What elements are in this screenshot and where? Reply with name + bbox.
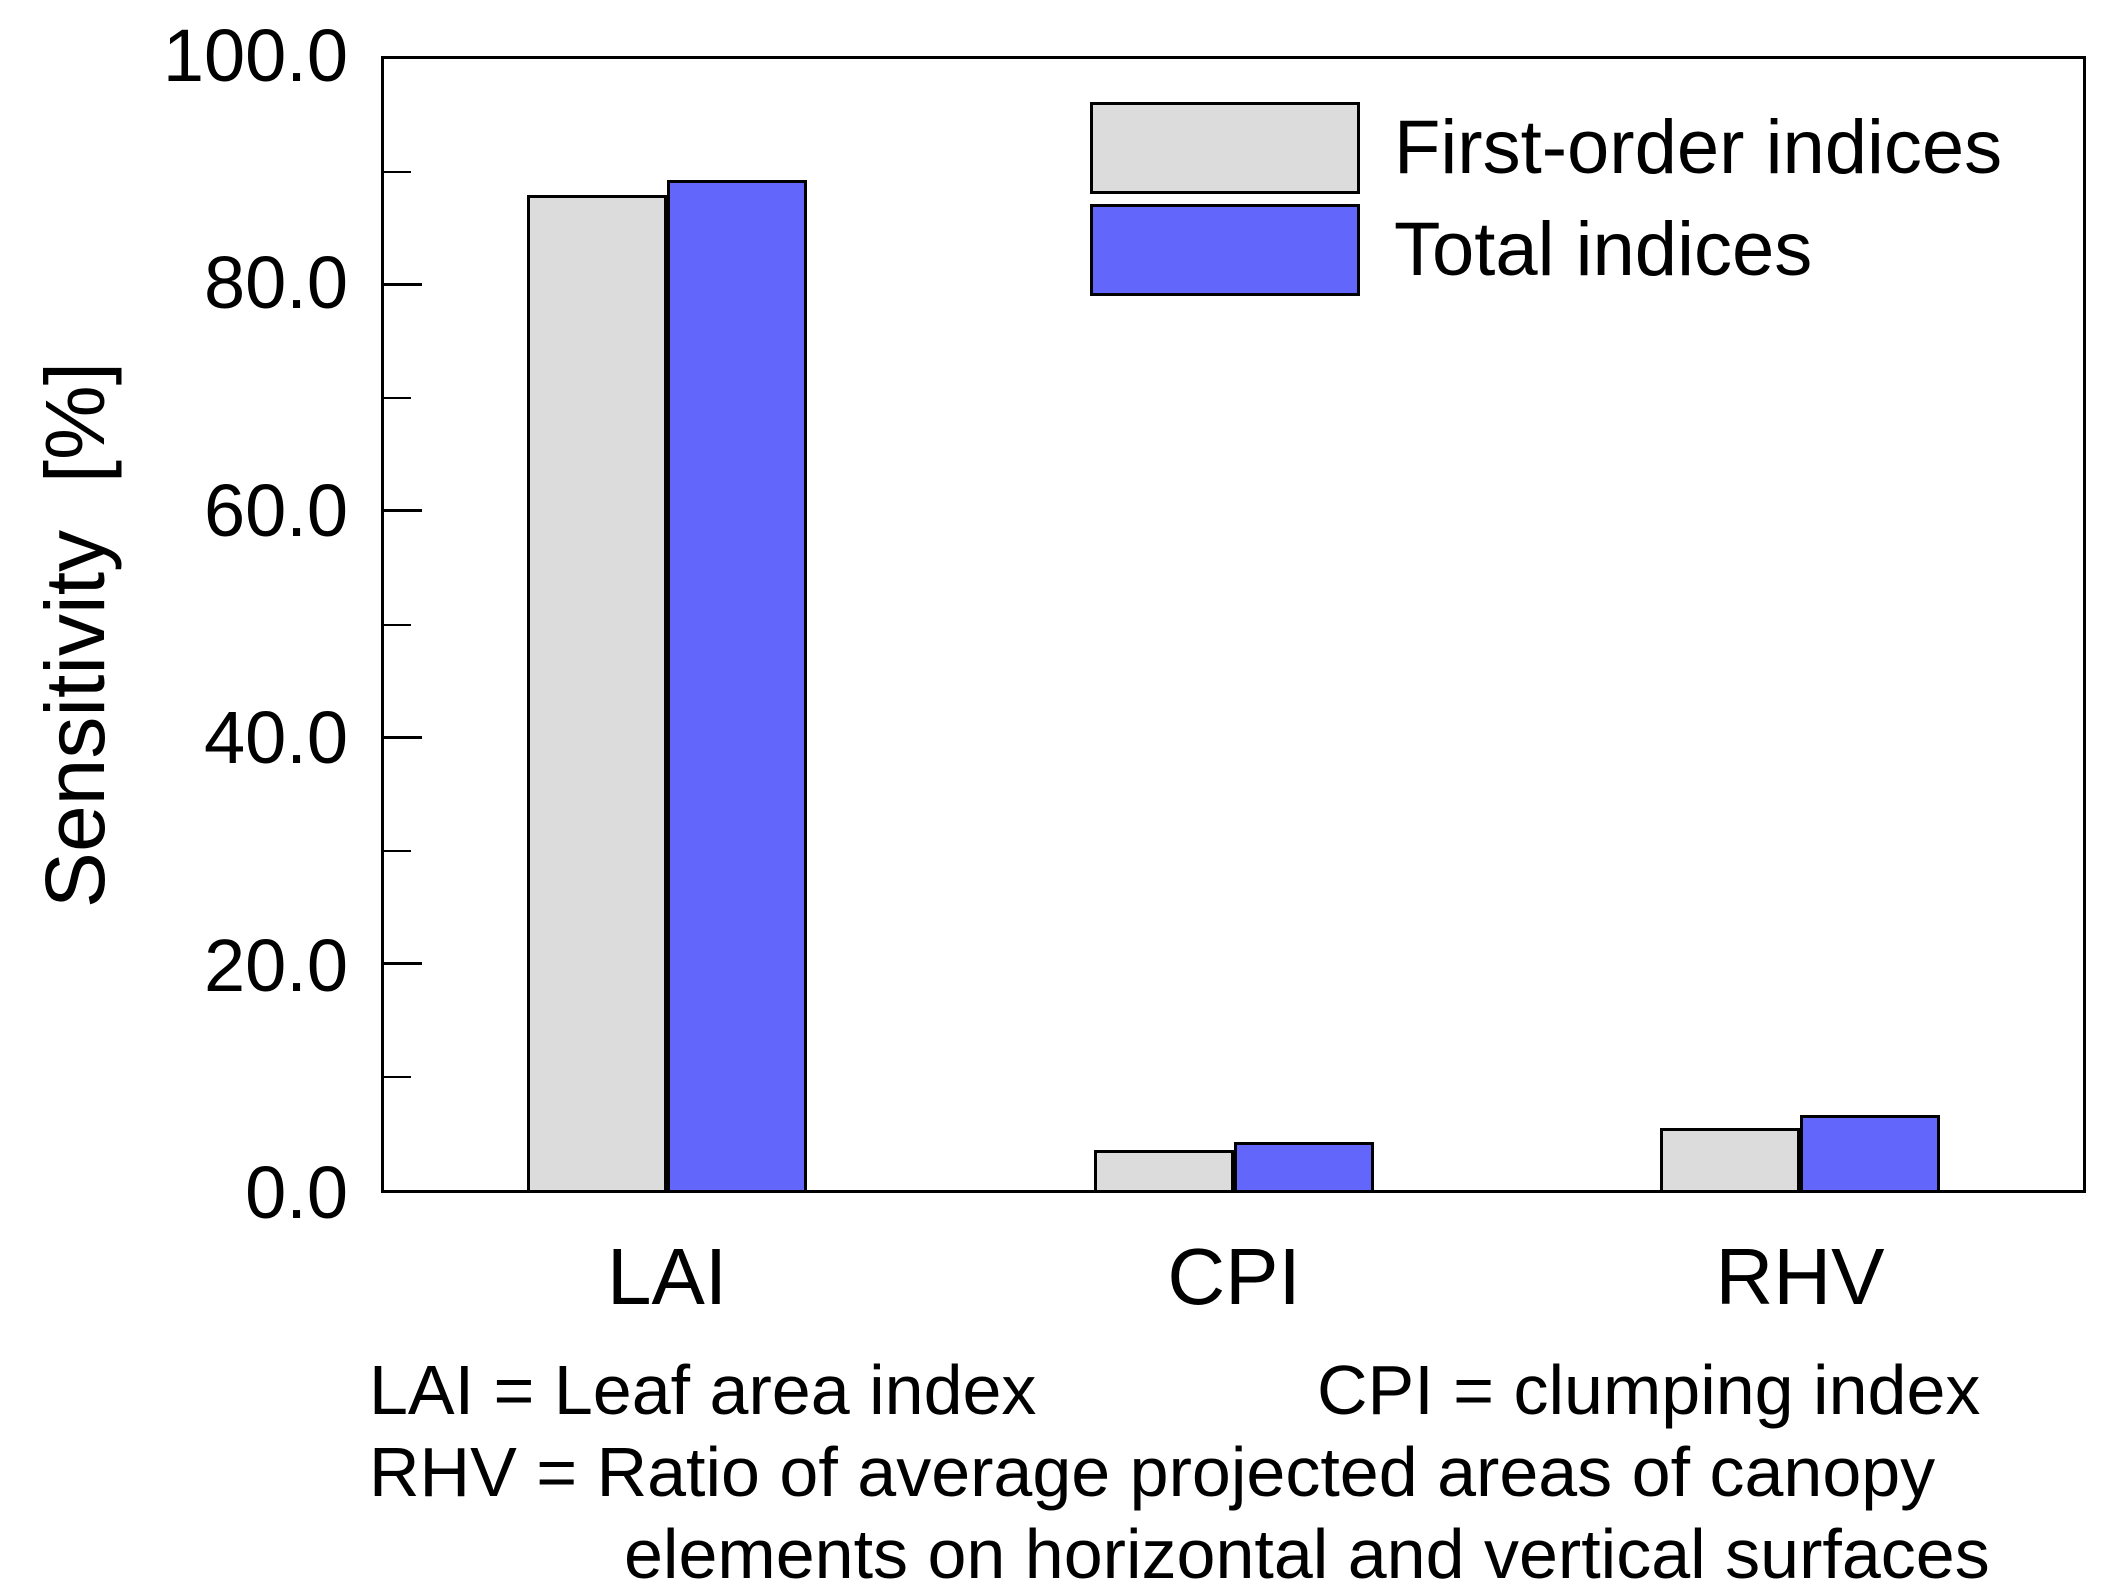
- y-minor-tick-30: [384, 850, 411, 852]
- y-minor-tick-50: [384, 624, 411, 626]
- plot-area: First-order indices Total indices: [381, 56, 2086, 1193]
- x-tick-label-lai: LAI: [606, 1232, 728, 1321]
- bar-total-cpi: [1234, 1142, 1374, 1190]
- y-tick-label-60: 60.0: [203, 469, 348, 552]
- footnote-cpi-definition: CPI = clumping index: [1317, 1351, 1981, 1429]
- footnote-rhv-definition-line2: elements on horizontal and vertical surf…: [624, 1515, 1990, 1582]
- y-tick-label-40: 40.0: [203, 696, 348, 779]
- y-major-tick-60: [384, 509, 422, 512]
- legend-label-first-order: First-order indices: [1394, 105, 2003, 190]
- footnote-lai-definition: LAI = Leaf area index: [369, 1351, 1037, 1429]
- y-minor-tick-10: [384, 1076, 411, 1078]
- legend-entry-first-order: First-order indices: [1090, 102, 2002, 194]
- bar-first-order-lai: [527, 195, 667, 1190]
- y-minor-tick-90: [384, 171, 411, 173]
- legend-swatch-first-order: [1090, 102, 1360, 194]
- y-major-tick-20: [384, 962, 422, 965]
- legend-entry-total: Total indices: [1090, 204, 2002, 296]
- bar-first-order-rhv: [1660, 1128, 1800, 1190]
- x-tick-label-cpi: CPI: [1167, 1232, 1301, 1321]
- y-axis-title: Sensitivity [%]: [28, 361, 122, 909]
- y-tick-label-100: 100.0: [162, 14, 348, 97]
- y-minor-tick-70: [384, 397, 411, 399]
- bar-first-order-cpi: [1094, 1150, 1234, 1190]
- legend: First-order indices Total indices: [1090, 102, 2002, 296]
- legend-swatch-total: [1090, 204, 1360, 296]
- y-major-tick-40: [384, 736, 422, 739]
- bar-total-rhv: [1800, 1115, 1940, 1190]
- y-major-tick-80: [384, 283, 422, 286]
- y-tick-label-0: 0.0: [245, 1151, 348, 1234]
- y-tick-label-80: 80.0: [203, 241, 348, 324]
- bar-total-lai: [667, 180, 807, 1190]
- footnote-rhv-definition-line1: RHV = Ratio of average projected areas o…: [369, 1433, 1936, 1511]
- legend-label-total: Total indices: [1394, 207, 1813, 292]
- x-tick-label-rhv: RHV: [1715, 1232, 1885, 1321]
- y-tick-label-20: 20.0: [203, 924, 348, 1007]
